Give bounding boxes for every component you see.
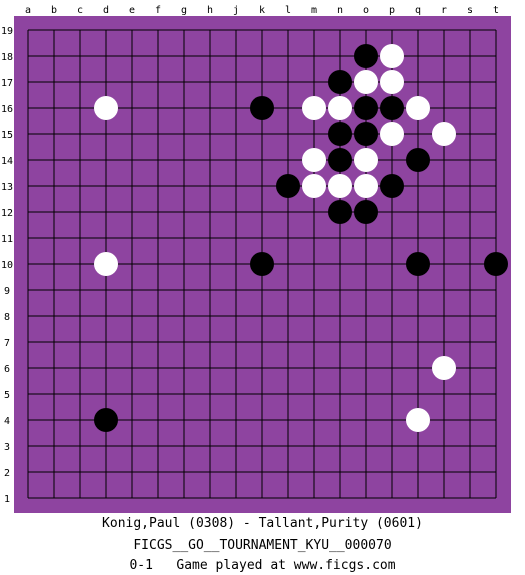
stones-layer [94, 44, 508, 432]
black-stone [354, 122, 378, 146]
column-label: l [285, 5, 291, 16]
row-label: 17 [1, 78, 13, 89]
black-stone [406, 148, 430, 172]
white-stone [406, 408, 430, 432]
players-line: Konig,Paul (0308) - Tallant,Purity (0601… [102, 516, 423, 531]
black-stone [354, 96, 378, 120]
result-line: 0-1 Game played at www.ficgs.com [129, 558, 396, 573]
row-label: 14 [1, 156, 13, 167]
row-label: 7 [4, 338, 10, 349]
black-stone [406, 252, 430, 276]
white-stone [380, 70, 404, 94]
column-label: e [129, 5, 135, 16]
black-stone [250, 252, 274, 276]
white-stone [406, 96, 430, 120]
column-label: p [389, 5, 395, 16]
column-label: n [337, 5, 343, 16]
white-stone [302, 96, 326, 120]
event-line: FICGS__GO__TOURNAMENT_KYU__000070 [133, 538, 392, 553]
column-label: j [233, 5, 239, 16]
black-stone [276, 174, 300, 198]
column-label: q [415, 5, 421, 16]
black-stone [354, 44, 378, 68]
black-stone [484, 252, 508, 276]
black-stone [354, 200, 378, 224]
white-stone [432, 356, 456, 380]
row-label: 15 [1, 130, 13, 141]
white-stone [328, 96, 352, 120]
white-stone [354, 70, 378, 94]
column-label: b [51, 5, 57, 16]
row-label: 13 [1, 182, 13, 193]
row-label: 5 [4, 390, 10, 401]
row-label: 9 [4, 286, 10, 297]
black-stone [328, 122, 352, 146]
column-label: m [311, 5, 317, 16]
row-label: 18 [1, 52, 13, 63]
column-label: t [493, 5, 499, 16]
white-stone [432, 122, 456, 146]
black-stone [328, 148, 352, 172]
row-label: 3 [4, 442, 10, 453]
row-label: 12 [1, 208, 13, 219]
row-label: 16 [1, 104, 13, 115]
column-label: d [103, 5, 109, 16]
row-label: 11 [1, 234, 13, 245]
row-label: 1 [4, 494, 10, 505]
black-stone [380, 174, 404, 198]
column-label: s [467, 5, 473, 16]
white-stone [380, 122, 404, 146]
column-label: r [441, 5, 447, 16]
white-stone [380, 44, 404, 68]
black-stone [94, 408, 118, 432]
row-label: 10 [1, 260, 13, 271]
row-labels: 19 18 17 16 15 14 13 12 11 10 9 8 7 6 5 4 3 2 1 [1, 26, 13, 505]
white-stone [354, 148, 378, 172]
row-label: 19 [1, 26, 13, 37]
row-label: 8 [4, 312, 10, 323]
row-label: 6 [4, 364, 10, 375]
black-stone [380, 96, 404, 120]
row-label: 4 [4, 416, 10, 427]
white-stone [94, 252, 118, 276]
column-label: f [155, 5, 161, 16]
white-stone [354, 174, 378, 198]
white-stone [302, 174, 326, 198]
column-label: o [363, 5, 369, 16]
column-label: k [259, 5, 265, 16]
white-stone [302, 148, 326, 172]
white-stone [94, 96, 118, 120]
column-label: h [207, 5, 213, 16]
column-label: g [181, 5, 187, 16]
black-stone [328, 70, 352, 94]
black-stone [250, 96, 274, 120]
column-label: a [25, 5, 31, 16]
white-stone [328, 174, 352, 198]
row-label: 2 [4, 468, 10, 479]
column-label: c [77, 5, 83, 16]
black-stone [328, 200, 352, 224]
